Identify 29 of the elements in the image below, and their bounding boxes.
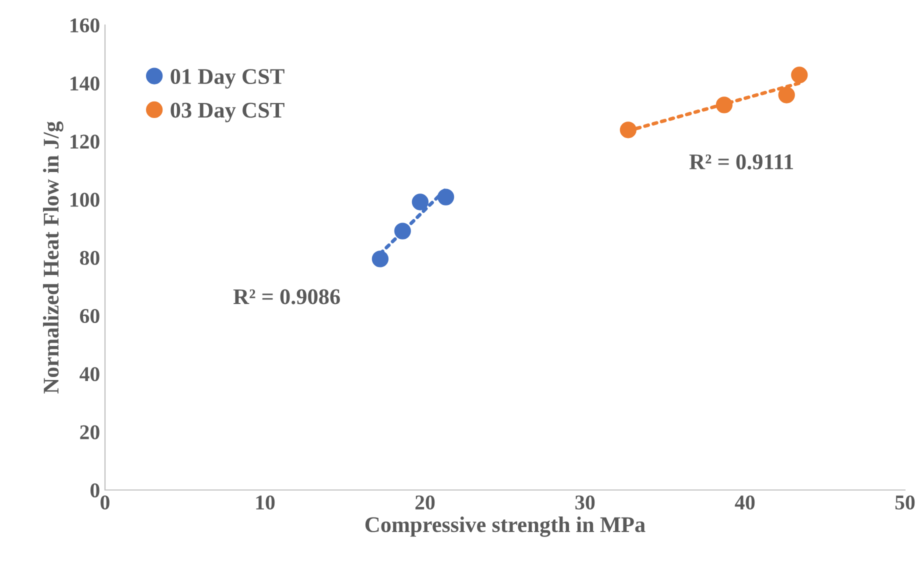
x-tick-label: 40 [734,495,755,510]
point [412,194,429,210]
point [437,188,454,206]
y-tick-label: 60 [80,309,100,324]
point [716,96,733,114]
x-tick-label: 50 [895,495,915,510]
point [620,122,637,138]
y-tick-label: 100 [70,192,100,207]
point [372,250,389,268]
point [394,222,411,240]
y-tick-label: 80 [80,250,100,265]
point [778,86,795,104]
y-tick-label: 160 [70,18,100,32]
y-axis-title: Normalized Heat Flow in J/g [43,121,64,394]
x-tick-label: 20 [415,495,435,510]
y-tick-label: 120 [70,134,100,149]
y-tick-label: 140 [70,76,100,91]
x-axis-title: Compressive strength in MPa [365,516,646,537]
y-tick-label: 40 [80,367,100,382]
x-tick-label: 30 [575,495,595,510]
legend-label: 01 Day CST [170,69,284,89]
x-tick-label: 0 [100,495,110,510]
annotation: R² = 0.9086 [233,289,340,304]
y-tick-label: 20 [80,425,100,440]
annotation: R² = 0.9111 [689,154,793,170]
legend-label: 03 Day CST [170,102,284,122]
y-tick-label: 0 [90,483,100,498]
point [791,66,808,84]
x-tick-label: 10 [256,495,275,510]
